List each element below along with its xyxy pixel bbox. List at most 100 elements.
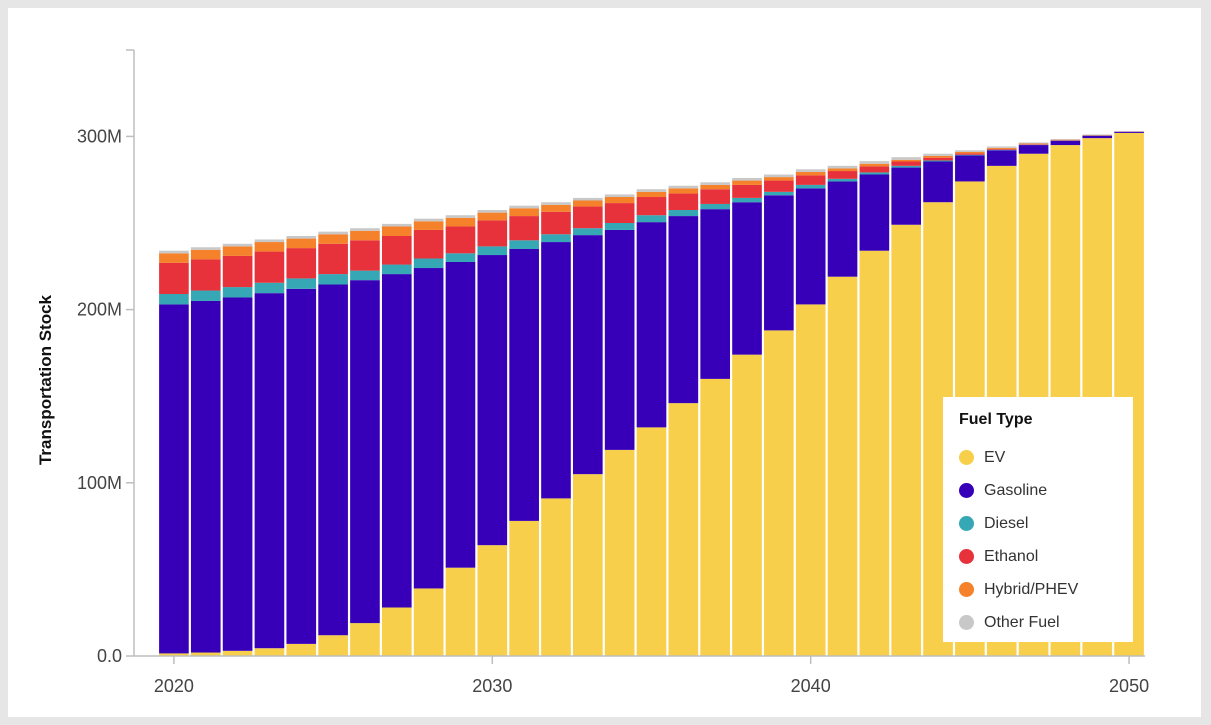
bar-segment-hybrid-phev-2022: [222, 246, 253, 256]
bar-segment-hybrid-phev-2032: [541, 204, 571, 212]
bar-segment-ethanol-2031: [509, 216, 539, 241]
bar-segment-ethanol-2032: [541, 211, 571, 235]
bar-segment-hybrid-phev-2030: [477, 212, 508, 221]
bar-segment-ethanol-2027: [381, 235, 412, 265]
bar-segment-diesel-2030: [477, 246, 508, 256]
legend-label: Hybrid/PHEV: [984, 580, 1079, 598]
bar-segment-gasoline-2041: [827, 181, 858, 277]
bar-segment-other-fuel-2031: [509, 205, 539, 209]
bar-segment-hybrid-phev-2026: [350, 230, 380, 241]
bar-segment-other-fuel-2028: [413, 218, 444, 222]
bar-segment-ev-2032: [541, 498, 571, 656]
legend-item-ev: EV: [959, 441, 1117, 474]
bar-segment-ev-2025: [318, 635, 348, 656]
bar-segment-gasoline-2050: [1114, 131, 1144, 133]
bar-segment-gasoline-2039: [764, 195, 794, 331]
bar-segment-hybrid-phev-2029: [445, 217, 476, 227]
bar-segment-gasoline-2045: [955, 155, 985, 182]
bar-segment-diesel-2043: [891, 165, 922, 168]
bar-segment-gasoline-2046: [986, 150, 1017, 166]
bar-segment-ethanol-2023: [254, 251, 285, 283]
bar-segment-diesel-2044: [923, 160, 953, 162]
bar-segment-ev-2037: [700, 378, 730, 656]
bar-segment-hybrid-phev-2044: [923, 155, 953, 158]
bar-segment-ev-2036: [668, 403, 699, 656]
bar-segment-hybrid-phev-2031: [509, 208, 539, 217]
bar-segment-other-fuel-2023: [254, 239, 285, 243]
bar-segment-gasoline-2029: [445, 261, 476, 568]
bar-segment-hybrid-phev-2040: [795, 171, 826, 176]
bar-segment-hybrid-phev-2038: [732, 180, 762, 185]
bar-segment-diesel-2031: [509, 240, 539, 249]
bar-segment-ethanol-2033: [573, 206, 603, 229]
bar-segment-ev-2033: [573, 474, 603, 656]
legend-swatch-icon: [959, 450, 974, 465]
bar-segment-other-fuel-2035: [636, 189, 667, 192]
bar-segment-gasoline-2038: [732, 202, 762, 355]
bar-segment-ethanol-2026: [350, 240, 380, 271]
bar-segment-hybrid-phev-2027: [381, 226, 412, 236]
legend-label: Gasoline: [984, 481, 1048, 499]
bar-segment-other-fuel-2048: [1050, 139, 1081, 140]
chart-frame: 0.0 100M 200M 300M 2020 2030 2040 2050 Transpo…: [8, 8, 1201, 717]
bar-segment-diesel-2039: [764, 191, 794, 196]
bar-segment-hybrid-phev-2034: [604, 197, 635, 204]
legend-item-hybrid-phev: Hybrid/PHEV: [959, 573, 1117, 606]
bar-segment-diesel-2041: [827, 178, 858, 182]
bar-segment-other-fuel-2021: [190, 247, 221, 250]
legend-items: EV Gasoline Diesel Ethanol Hybrid/PHEV Other …: [959, 441, 1117, 639]
legend-swatch-icon: [959, 516, 974, 531]
legend-label: EV: [984, 448, 1006, 466]
bar-segment-gasoline-2034: [604, 229, 635, 450]
y-tick-label: 0.0: [97, 646, 122, 666]
bar-segment-other-fuel-2045: [955, 150, 985, 152]
bar-segment-ethanol-2036: [668, 193, 699, 211]
legend: Fuel Type EV Gasoline Diesel Ethanol Hybrid/…: [943, 397, 1133, 642]
bar-segment-other-fuel-2025: [318, 231, 348, 235]
x-tick-label: 2050: [1109, 676, 1149, 696]
legend-label: Diesel: [984, 514, 1029, 532]
bar-segment-diesel-2040: [795, 184, 826, 189]
bar-segment-diesel-2028: [413, 258, 444, 269]
bar-segment-diesel-2038: [732, 197, 762, 203]
bar-segment-ev-2021: [190, 652, 221, 656]
bar-segment-hybrid-phev-2045: [955, 151, 985, 154]
bar-segment-gasoline-2028: [413, 268, 444, 589]
bar-segment-ev-2023: [254, 648, 285, 656]
bar-segment-ethanol-2020: [159, 262, 189, 295]
bar-segment-diesel-2034: [604, 223, 635, 230]
bar-segment-diesel-2037: [700, 203, 730, 210]
bar-segment-ev-2034: [604, 449, 635, 656]
bar-segment-gasoline-2037: [700, 209, 730, 379]
bar-segment-diesel-2035: [636, 215, 667, 223]
bar-segment-diesel-2042: [859, 172, 890, 175]
legend-label: Ethanol: [984, 547, 1039, 565]
bar-segment-diesel-2033: [573, 228, 603, 236]
bar-segment-gasoline-2022: [222, 297, 253, 651]
bar-segment-hybrid-phev-2039: [764, 177, 794, 181]
bar-segment-other-fuel-2034: [604, 194, 635, 198]
bar-segment-gasoline-2033: [573, 235, 603, 475]
bar-segment-ev-2030: [477, 545, 508, 656]
bar-segment-ev-2031: [509, 520, 539, 656]
bar-segment-gasoline-2043: [891, 167, 922, 225]
bar-segment-hybrid-phev-2035: [636, 191, 667, 198]
bar-segment-other-fuel-2038: [732, 177, 762, 181]
legend-item-ethanol: Ethanol: [959, 540, 1117, 573]
bar-segment-gasoline-2035: [636, 222, 667, 428]
bar-segment-ethanol-2029: [445, 226, 476, 254]
bar-segment-other-fuel-2026: [350, 228, 380, 231]
y-tick-label: 100M: [77, 473, 122, 493]
y-axis-ticks: 0.0 100M 200M 300M: [77, 49, 134, 666]
bar-segment-other-fuel-2046: [986, 146, 1017, 148]
bar-segment-gasoline-2026: [350, 280, 380, 624]
bar-segment-ev-2043: [891, 224, 922, 657]
bar-segment-other-fuel-2049: [1082, 134, 1113, 136]
bar-segment-other-fuel-2044: [923, 153, 953, 156]
bar-segment-ev-2039: [764, 330, 794, 656]
legend-swatch-icon: [959, 483, 974, 498]
bar-segment-gasoline-2025: [318, 284, 348, 636]
bar-segment-hybrid-phev-2042: [859, 163, 890, 167]
bar-segment-hybrid-phev-2024: [286, 238, 317, 249]
bar-segment-diesel-2032: [541, 234, 571, 243]
